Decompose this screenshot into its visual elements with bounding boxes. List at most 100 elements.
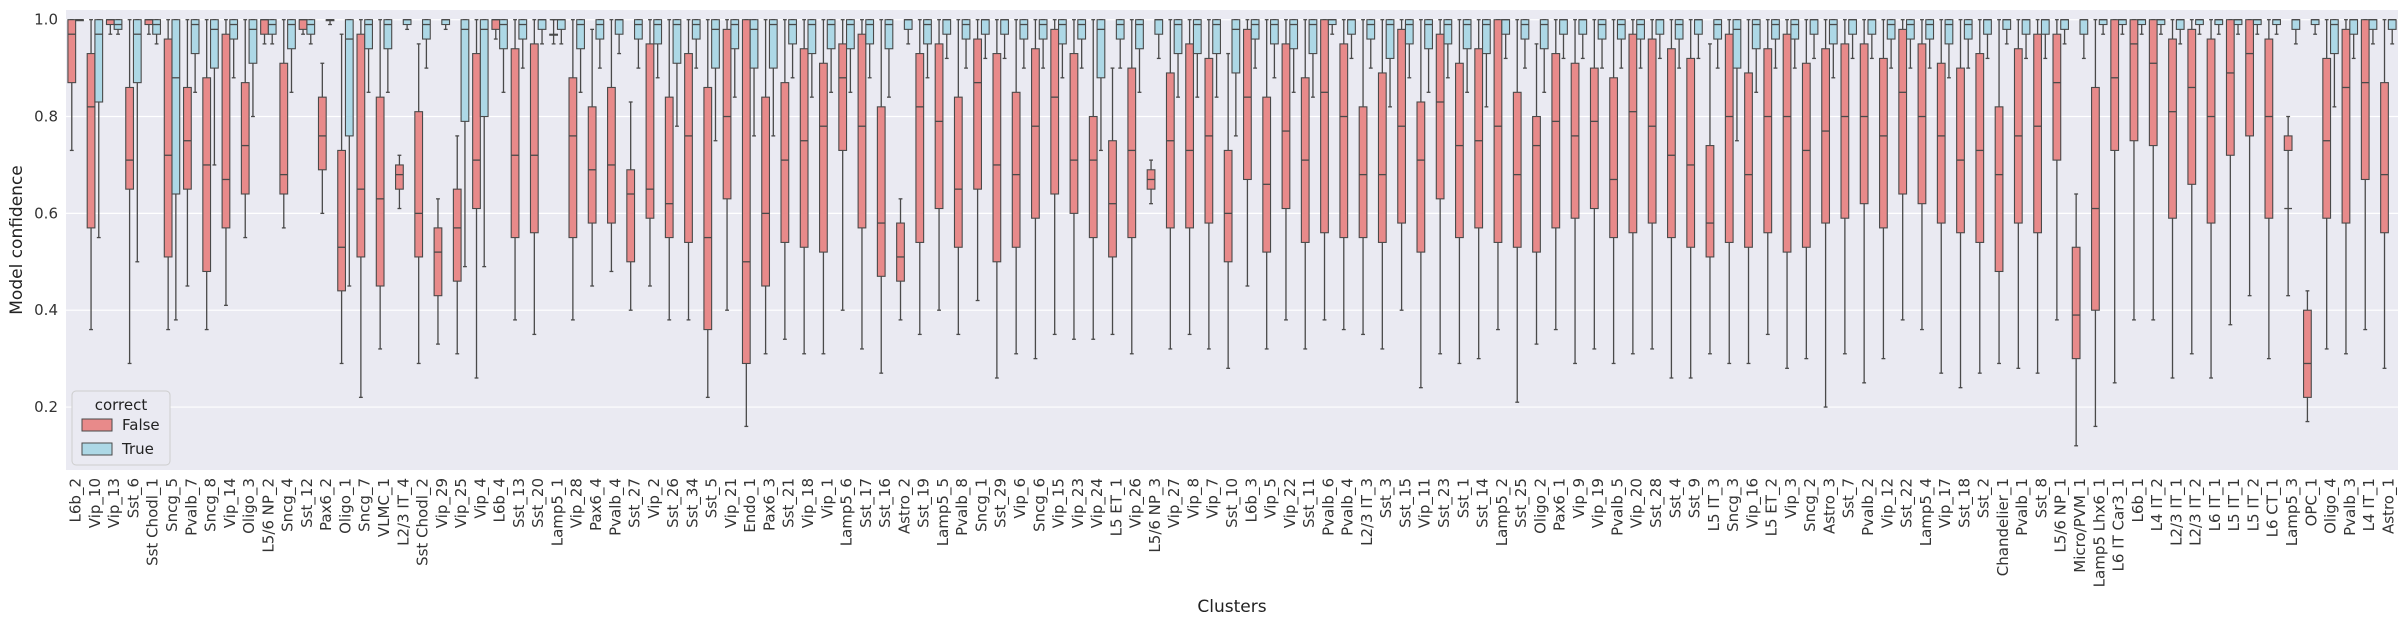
x-tick-label: Vip_10 [86, 478, 105, 528]
x-tick-label: Sncg_8 [202, 478, 221, 532]
box-true [248, 19, 258, 118]
box-iqr [317, 96, 327, 171]
box-true [171, 19, 181, 321]
box-iqr [1801, 62, 1811, 248]
box-false [2071, 193, 2081, 447]
box-iqr [1455, 62, 1464, 239]
x-tick-label: Pax6_4 [587, 478, 606, 531]
x-tick-label: Vip_24 [1088, 478, 1107, 528]
box-iqr [1204, 57, 1214, 224]
x-tick-label: Oligo_4 [2322, 478, 2341, 534]
x-tick-label: Vip_9 [1570, 478, 1589, 519]
box-true [1925, 19, 1935, 69]
box-false [1782, 19, 1792, 369]
box-iqr [664, 96, 674, 239]
box-false [1975, 19, 1985, 374]
box-iqr [1308, 19, 1318, 55]
box-iqr [1443, 19, 1453, 45]
box-iqr [1674, 19, 1684, 40]
box-iqr [2033, 33, 2043, 234]
x-tick-label: L2/3 IT_4 [394, 478, 413, 546]
box-false [992, 19, 1002, 379]
box-true [730, 19, 740, 98]
box-false [1493, 19, 1503, 331]
box-iqr [537, 19, 547, 30]
box-iqr [896, 222, 905, 282]
box-iqr [761, 96, 771, 287]
box-iqr [2195, 19, 2204, 26]
box-iqr [961, 19, 971, 40]
box-iqr [209, 19, 219, 69]
box-iqr [1898, 28, 1908, 195]
box-true [1327, 19, 1337, 35]
box-false [452, 135, 462, 355]
box-true [499, 19, 508, 93]
box-iqr [2148, 19, 2158, 147]
x-tick-label: Pax6_2 [317, 478, 336, 531]
box-false [1204, 19, 1214, 350]
box-false [1532, 43, 1541, 345]
box-iqr [2098, 19, 2108, 26]
box-true [1154, 19, 1164, 60]
x-tick-label: L2/3 IT_2 [2187, 478, 2206, 546]
x-tick-label: L5/6 NP_2 [259, 478, 278, 553]
box-false [2341, 19, 2351, 355]
x-tick-label: Sst_14 [1474, 478, 1493, 528]
box-true [2002, 19, 2012, 45]
box-iqr [2040, 19, 2050, 35]
box-true [1038, 19, 1048, 69]
box-iqr [923, 19, 932, 45]
box-false [337, 33, 347, 365]
box-iqr [1616, 19, 1626, 40]
box-false [1377, 19, 1387, 350]
box-iqr [684, 53, 693, 243]
legend-swatch-false [81, 418, 113, 432]
box-false [876, 19, 886, 374]
box-true [2137, 19, 2147, 35]
box-true [1000, 19, 1009, 60]
box-false [298, 19, 308, 35]
box-iqr [1481, 19, 1491, 55]
box-false [1724, 19, 1734, 365]
x-tick-label: Vip_8 [1184, 478, 1203, 519]
box-iqr [1859, 43, 1869, 205]
x-tick-label: Sst_12 [298, 478, 317, 528]
box-false [1127, 19, 1137, 355]
box-iqr [2175, 19, 2185, 30]
box-false [183, 19, 192, 287]
box-iqr [356, 33, 366, 258]
box-iqr [1944, 19, 1954, 45]
box-iqr [510, 48, 520, 239]
x-tick-label: Vip_18 [799, 478, 818, 528]
box-iqr [287, 19, 296, 50]
box-iqr [1385, 19, 1395, 59]
box-false [626, 101, 636, 311]
box-iqr [1790, 19, 1800, 40]
box-iqr [1250, 19, 1260, 40]
box-true [614, 19, 624, 55]
box-iqr [1917, 43, 1927, 205]
box-true [1944, 19, 1954, 79]
box-iqr [452, 188, 462, 282]
box-iqr [1424, 19, 1433, 50]
box-true [826, 19, 836, 93]
x-tick-label: Pax6_3 [760, 478, 779, 531]
box-true [2079, 19, 2089, 60]
box-false [799, 19, 809, 355]
box-false [1320, 19, 1329, 321]
box-iqr [1751, 19, 1761, 50]
box-iqr [741, 19, 751, 365]
box-iqr [1050, 28, 1060, 195]
x-tick-label: Sncg_3 [1724, 478, 1743, 532]
box-false [915, 19, 925, 336]
box-true [942, 19, 952, 60]
box-iqr [626, 169, 636, 263]
box-iqr [1771, 19, 1780, 40]
box-false [1859, 19, 1869, 384]
box-iqr [1320, 19, 1329, 234]
legend-label-false: False [122, 416, 160, 434]
box-true [1713, 19, 1723, 69]
x-tick-label: Pvalb_7 [182, 478, 201, 536]
x-tick-label: OPC_1 [2302, 478, 2321, 526]
box-false [2206, 19, 2216, 379]
